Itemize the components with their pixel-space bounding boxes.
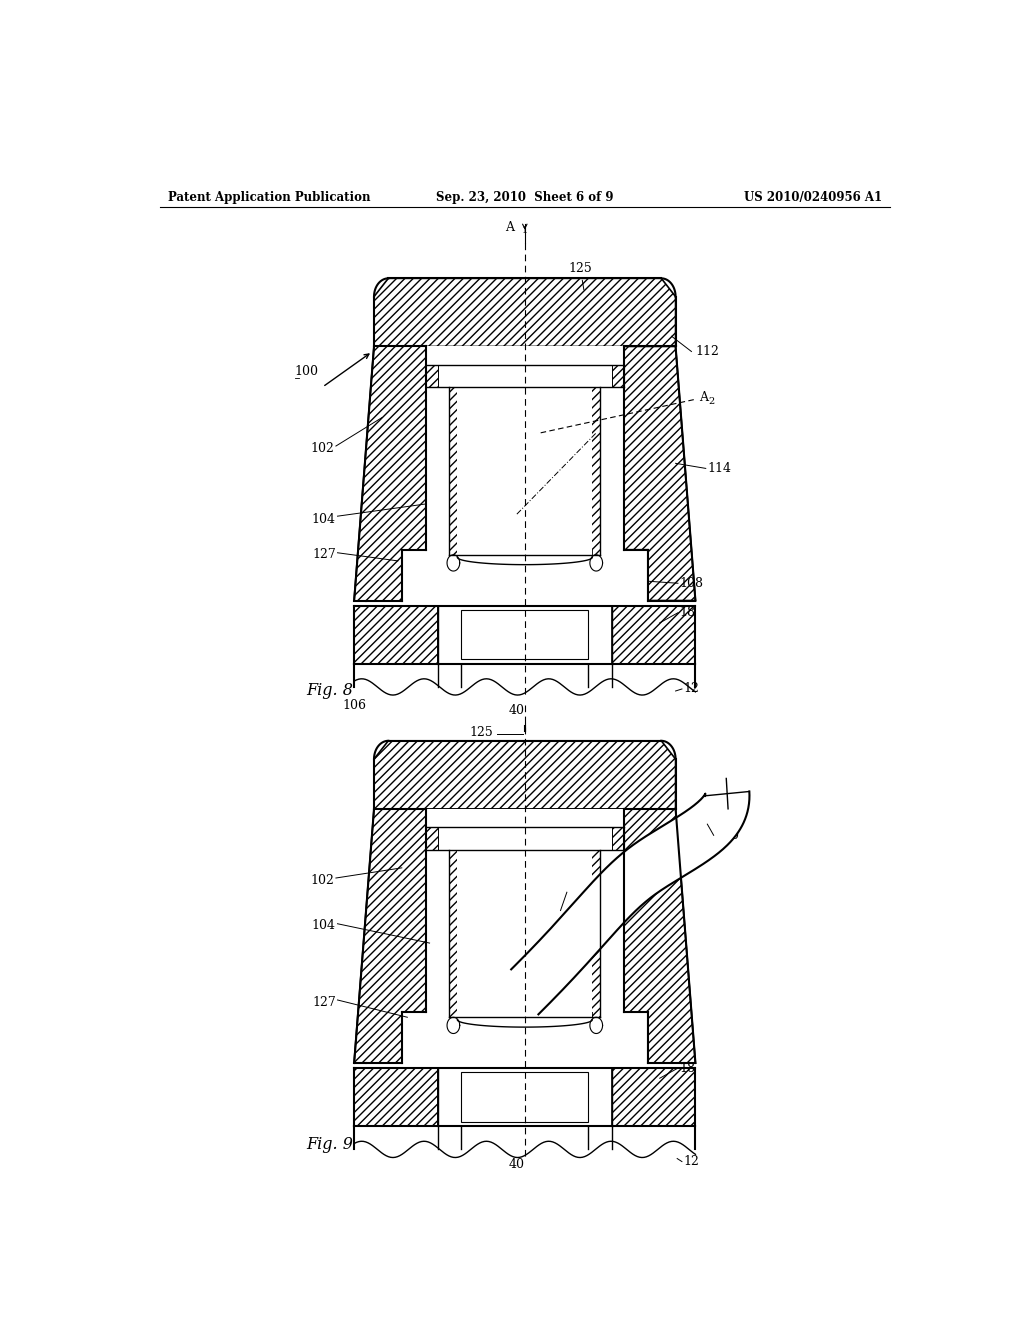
Polygon shape [612, 364, 624, 387]
Polygon shape [612, 606, 695, 664]
Bar [461, 1072, 588, 1122]
Polygon shape [374, 279, 676, 346]
Text: 125: 125 [469, 726, 494, 739]
Text: 127: 127 [312, 548, 336, 561]
Polygon shape [450, 387, 458, 554]
Text: Patent Application Publication: Patent Application Publication [168, 190, 371, 203]
Bar [426, 346, 624, 549]
Text: 40: 40 [509, 1158, 525, 1171]
Polygon shape [612, 828, 624, 850]
Text: 102: 102 [310, 442, 334, 454]
Bar [437, 1068, 612, 1126]
Polygon shape [354, 809, 426, 1063]
Polygon shape [354, 606, 437, 664]
Text: Fig. 8: Fig. 8 [306, 682, 353, 700]
Text: 1: 1 [521, 226, 528, 235]
Text: A: A [505, 220, 514, 234]
Text: 40: 40 [509, 704, 525, 717]
Bar [426, 809, 624, 1012]
Text: 106: 106 [342, 698, 367, 711]
Text: 18: 18 [680, 1061, 695, 1074]
Polygon shape [426, 828, 437, 850]
Text: 132: 132 [568, 883, 592, 896]
Text: 112: 112 [695, 345, 719, 358]
Polygon shape [624, 809, 695, 1063]
Bar [458, 387, 592, 554]
Text: 102: 102 [310, 874, 334, 887]
Polygon shape [354, 346, 426, 601]
Text: 12: 12 [684, 682, 699, 696]
Bar [458, 850, 592, 1018]
Text: A: A [699, 391, 709, 404]
Polygon shape [511, 792, 750, 1014]
Text: 130: 130 [715, 829, 739, 842]
Text: 104: 104 [312, 919, 336, 932]
Polygon shape [592, 387, 600, 554]
Bar [461, 610, 588, 660]
Text: 125: 125 [568, 261, 592, 290]
Bar [437, 606, 612, 664]
Polygon shape [612, 1068, 695, 1126]
Text: US 2010/0240956 A1: US 2010/0240956 A1 [743, 190, 882, 203]
Polygon shape [624, 346, 695, 601]
Text: 108: 108 [680, 577, 703, 590]
Text: 100: 100 [295, 366, 318, 379]
Text: $\alpha$: $\alpha$ [555, 490, 565, 503]
Text: 18: 18 [680, 606, 695, 619]
Text: Sep. 23, 2010  Sheet 6 of 9: Sep. 23, 2010 Sheet 6 of 9 [436, 190, 613, 203]
Text: 2: 2 [709, 397, 715, 405]
Polygon shape [450, 850, 458, 1018]
Text: 114: 114 [708, 462, 731, 475]
Text: Fig. 9: Fig. 9 [306, 1135, 353, 1152]
Text: 104: 104 [312, 512, 336, 525]
Text: 12: 12 [684, 1155, 699, 1168]
Polygon shape [426, 364, 437, 387]
Polygon shape [592, 850, 600, 1018]
Polygon shape [374, 741, 676, 809]
Text: 127: 127 [312, 995, 336, 1008]
Polygon shape [354, 1068, 437, 1126]
